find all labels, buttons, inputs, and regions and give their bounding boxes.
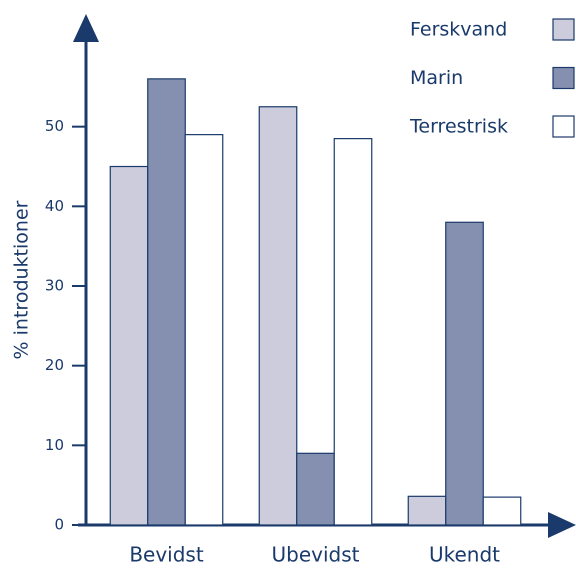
x-tick-label: Ubevidst (272, 543, 360, 567)
x-axis-arrow (548, 512, 576, 538)
legend-label: Terrestrisk (409, 116, 508, 138)
legend-label: Ferskvand (410, 19, 507, 41)
y-tick-label: 20 (45, 356, 64, 374)
y-axis-label: % introduktioner (11, 200, 33, 359)
y-tick-label: 50 (45, 117, 64, 135)
bar (184, 134, 224, 526)
y-tick-label: 30 (45, 277, 64, 295)
bar (296, 452, 335, 526)
bar (482, 496, 522, 526)
legend-swatch (552, 115, 575, 138)
legend-swatch (552, 18, 575, 41)
bar (258, 106, 298, 526)
y-axis-arrow (73, 14, 99, 42)
x-tick-label: Ukendt (429, 543, 500, 567)
bar (109, 165, 149, 526)
y-tick-label: 0 (54, 516, 64, 534)
legend-label: Marin (410, 67, 463, 89)
y-tick-label: 40 (45, 197, 64, 215)
bar (147, 78, 186, 526)
bar (333, 138, 373, 526)
legend-swatch (552, 66, 575, 90)
bar (407, 495, 447, 526)
x-tick-label: Bevidst (129, 543, 204, 567)
y-tick-label: 10 (45, 436, 64, 454)
bar (445, 221, 484, 526)
